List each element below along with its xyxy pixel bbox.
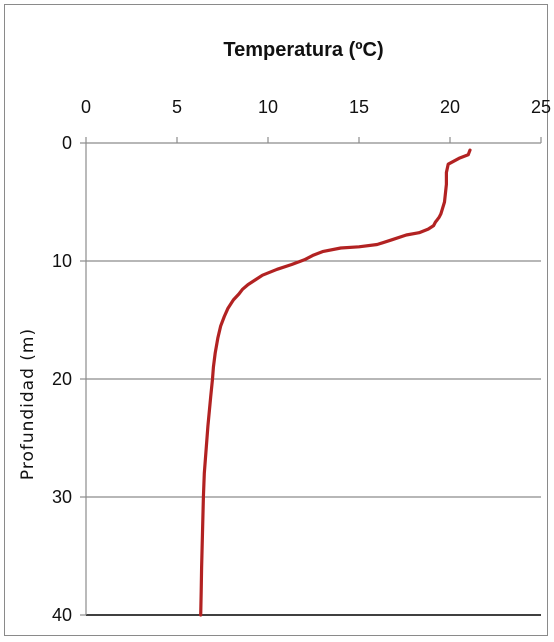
tick-labels: 0 5 10 15 20 25 0 10 20 30 40 [52,97,551,625]
y-axis-title: Profundidad (m) [18,328,38,480]
x-axis-title: Temperatura (ºC) [223,39,383,61]
y-tick-label: 40 [52,605,72,625]
y-tick-label: 10 [52,251,72,271]
x-tick-label: 15 [349,97,369,117]
x-tick-label: 20 [440,97,460,117]
x-tick-label: 25 [531,97,551,117]
temperature-profile-line [199,148,472,617]
x-tick-label: 10 [258,97,278,117]
x-tick-label: 5 [172,97,182,117]
axes-layer [80,137,542,616]
series-layer [199,148,472,617]
grid-layer [86,260,541,616]
x-tick-label: 0 [81,97,91,117]
y-tick-label: 30 [52,487,72,507]
chart-frame [4,4,548,636]
y-tick-label: 20 [52,369,72,389]
y-tick-label: 0 [62,133,72,153]
